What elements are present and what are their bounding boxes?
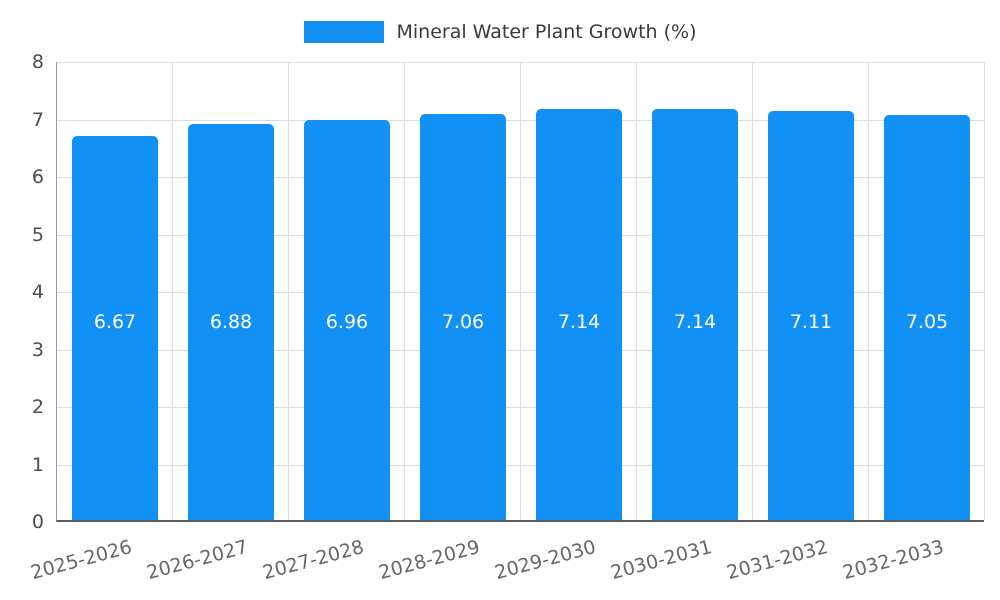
bar-value-label: 7.06 <box>441 311 485 333</box>
bar-value-label: 7.14 <box>673 311 717 333</box>
x-axis-tick-label: 2025-2026 <box>28 536 135 585</box>
bar[interactable] <box>188 124 274 520</box>
bar[interactable] <box>420 114 506 520</box>
bar-value-label: 7.11 <box>789 311 833 333</box>
legend-label: Mineral Water Plant Growth (%) <box>396 21 697 43</box>
gridline-vertical <box>288 62 289 520</box>
bar[interactable] <box>536 109 622 520</box>
plot-area: 6.67 6.88 6.96 7.06 7.14 7.14 7.11 7.05 <box>56 62 985 522</box>
x-axis-tick-label: 2030-2031 <box>608 536 715 585</box>
gridline-vertical <box>752 62 753 520</box>
gridline-vertical <box>636 62 637 520</box>
y-axis-tick-label: 2 <box>31 396 44 418</box>
y-axis-tick-label: 0 <box>31 511 44 533</box>
bar-value-label: 7.14 <box>557 311 601 333</box>
y-axis-tick-label: 5 <box>31 223 44 246</box>
y-axis-tick-label: 7 <box>31 108 44 131</box>
y-axis-tick-label: 6 <box>31 166 44 188</box>
bar-value-label: 6.67 <box>93 311 137 333</box>
y-axis-tick-label: 8 <box>31 51 44 73</box>
x-axis-tick-label: 2032-2033 <box>840 536 947 585</box>
x-axis-tick-label: 2028-2029 <box>376 536 483 585</box>
x-axis-tick-label: 2029-2030 <box>492 536 599 585</box>
legend-swatch-icon <box>303 21 384 43</box>
x-axis-tick-label: 2026-2027 <box>144 536 251 585</box>
bar[interactable] <box>304 119 390 520</box>
gridline-vertical <box>404 62 405 520</box>
bar-value-label: 7.05 <box>905 311 949 333</box>
bar-value-label: 6.88 <box>209 311 253 333</box>
y-axis-tick-label: 1 <box>31 453 44 476</box>
gridline-vertical <box>984 62 985 520</box>
y-axis-tick-label: 3 <box>31 338 44 361</box>
gridline-vertical <box>868 62 869 520</box>
bar-value-label: 6.96 <box>325 311 369 333</box>
bar[interactable] <box>652 109 738 520</box>
y-axis-tick-label: 4 <box>31 281 44 303</box>
bar[interactable] <box>72 136 158 520</box>
legend[interactable]: Mineral Water Plant Growth (%) <box>0 21 1000 43</box>
bar[interactable] <box>884 114 970 520</box>
gridline-vertical <box>172 62 173 520</box>
x-axis-tick-label: 2031-2032 <box>724 536 831 585</box>
x-axis-tick-label: 2027-2028 <box>260 536 367 585</box>
gridline-vertical <box>520 62 521 520</box>
bar[interactable] <box>768 111 854 520</box>
